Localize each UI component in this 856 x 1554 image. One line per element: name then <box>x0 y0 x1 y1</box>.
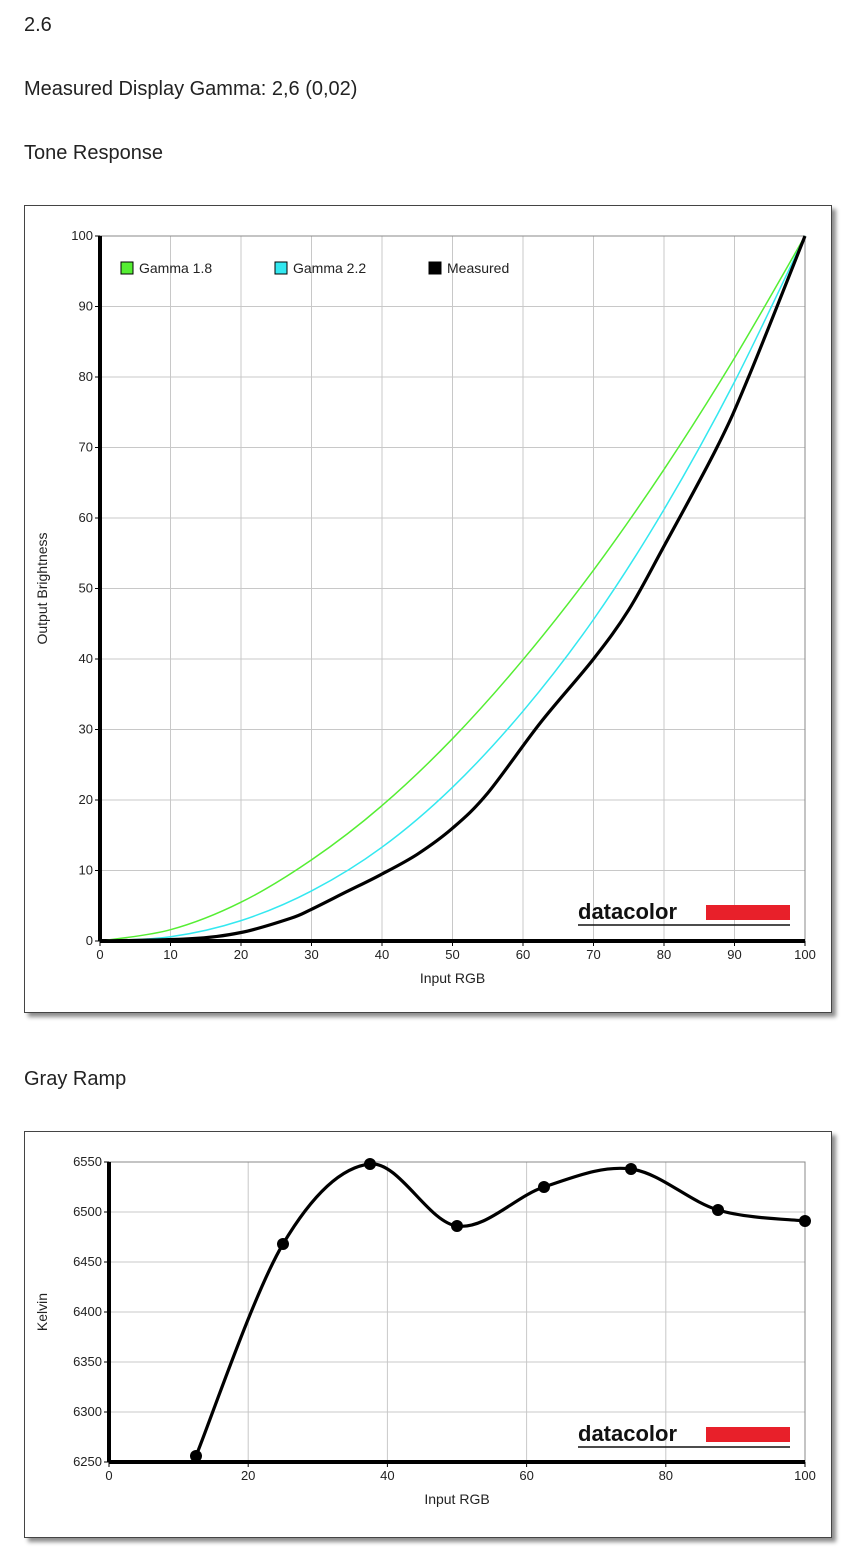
y-tick-label: 100 <box>71 228 93 243</box>
x-tick-label: 80 <box>657 947 671 962</box>
legend-swatch <box>274 261 288 275</box>
legend-item: Gamma 1.8 <box>120 260 212 276</box>
legend-label: Gamma 2.2 <box>293 260 366 276</box>
legend-label: Gamma 1.8 <box>139 260 212 276</box>
y-axis-title: Output Brightness <box>34 532 50 644</box>
tone-response-chart: 0 10 20 30 40 50 60 70 80 90 100 0 10 20 30 40 50 60 70 80 9… <box>34 228 816 986</box>
x-tick-label: 30 <box>304 947 318 962</box>
data-point <box>451 1220 463 1232</box>
datacolor-logo: datacolor <box>578 1421 790 1448</box>
data-point <box>712 1204 724 1216</box>
x-tick-label: 0 <box>105 1468 112 1483</box>
y-tick-label: 6350 <box>73 1354 102 1369</box>
y-tick-label: 20 <box>79 792 93 807</box>
y-tick-label: 70 <box>79 440 93 455</box>
x-tick-label: 20 <box>234 947 248 962</box>
legend-swatch <box>428 261 442 275</box>
datacolor-red-bar <box>706 905 790 920</box>
x-tick-label: 100 <box>794 1468 816 1483</box>
y-tick-label: 10 <box>79 863 93 878</box>
data-point <box>625 1163 637 1175</box>
measured-gamma-text: Measured Display Gamma: 2,6 (0,02) <box>24 78 358 100</box>
y-tick-label: 6400 <box>73 1304 102 1319</box>
y-tick-label: 80 <box>79 369 93 384</box>
y-tick-label: 6300 <box>73 1404 102 1419</box>
gray-ramp-title: Gray Ramp <box>24 1068 127 1090</box>
grid <box>100 235 806 941</box>
legend-swatch <box>120 261 134 275</box>
x-tick-label: 80 <box>659 1468 673 1483</box>
x-tick-label: 10 <box>163 947 177 962</box>
y-tick-label: 6550 <box>73 1154 102 1169</box>
datacolor-red-bar <box>706 1427 790 1442</box>
tone-response-panel: 0 10 20 30 40 50 60 70 80 90 100 0 10 20 30 40 50 60 70 80 9… <box>24 205 832 1013</box>
y-tick-label: 30 <box>79 722 93 737</box>
data-point <box>799 1215 811 1227</box>
gray-ramp-chart: 0 20 40 60 80 100 6250 6300 6350 6400 6450 6500 6550… <box>34 1154 816 1507</box>
tone-response-title: Tone Response <box>24 142 163 164</box>
x-tick-label: 40 <box>380 1468 394 1483</box>
x-tick-label: 100 <box>794 947 816 962</box>
y-tick-label: 40 <box>79 651 93 666</box>
series-line-gamma-2-2 <box>99 235 806 942</box>
datacolor-wordmark: datacolor <box>578 899 677 924</box>
y-tick-label: 50 <box>79 581 93 596</box>
y-tick-label: 6250 <box>73 1454 102 1469</box>
series-line-gamma-1-8 <box>99 235 806 942</box>
x-tick-label: 40 <box>375 947 389 962</box>
x-tick-label: 90 <box>727 947 741 962</box>
x-tick-label: 60 <box>519 1468 533 1483</box>
y-tick-label: 6500 <box>73 1204 102 1219</box>
datacolor-wordmark: datacolor <box>578 1421 677 1446</box>
legend-item: Gamma 2.2 <box>274 260 366 276</box>
data-point <box>538 1181 550 1193</box>
series-line-0 <box>194 1162 806 1457</box>
gamma-value: 2.6 <box>24 14 52 36</box>
y-tick-label: 60 <box>79 510 93 525</box>
x-axis-title: Input RGB <box>424 1491 489 1507</box>
data-point <box>364 1158 376 1170</box>
legend-label: Measured <box>447 260 509 276</box>
y-tick-label: 6450 <box>73 1254 102 1269</box>
x-tick-label: 0 <box>96 947 103 962</box>
x-tick-label: 70 <box>586 947 600 962</box>
legend: Gamma 1.8 Gamma 2.2 Measured <box>120 260 509 276</box>
datacolor-logo: datacolor <box>578 899 790 926</box>
x-tick-label: 20 <box>241 1468 255 1483</box>
series-line-measured <box>99 235 807 943</box>
y-tick-label: 90 <box>79 299 93 314</box>
legend-item: Measured <box>428 260 509 276</box>
gray-ramp-panel: 0 20 40 60 80 100 6250 6300 6350 6400 6450 6500 6550… <box>24 1131 832 1538</box>
y-axis-title: Kelvin <box>34 1293 50 1331</box>
x-tick-label: 50 <box>445 947 459 962</box>
x-axis-title: Input RGB <box>420 970 485 986</box>
data-point <box>277 1238 289 1250</box>
data-point <box>190 1450 202 1462</box>
y-tick-label: 0 <box>86 933 93 948</box>
grid <box>109 1161 806 1462</box>
x-tick-label: 60 <box>516 947 530 962</box>
